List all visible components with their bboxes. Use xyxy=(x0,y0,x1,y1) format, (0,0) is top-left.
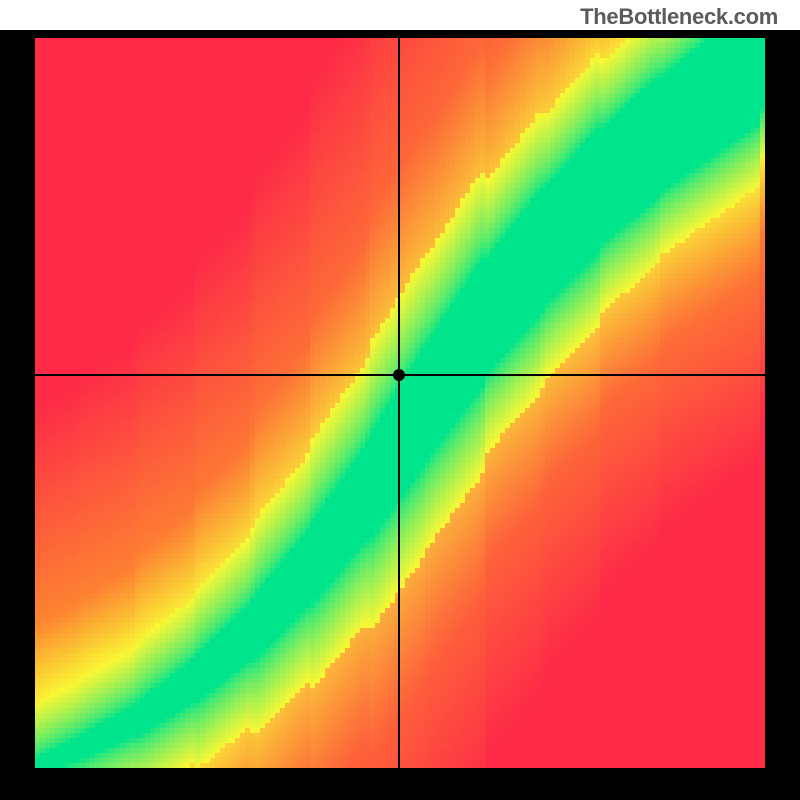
crosshair-marker xyxy=(393,369,405,381)
chart-container: TheBottleneck.com xyxy=(0,0,800,800)
attribution-text: TheBottleneck.com xyxy=(580,4,778,30)
crosshair-vertical xyxy=(398,38,400,768)
